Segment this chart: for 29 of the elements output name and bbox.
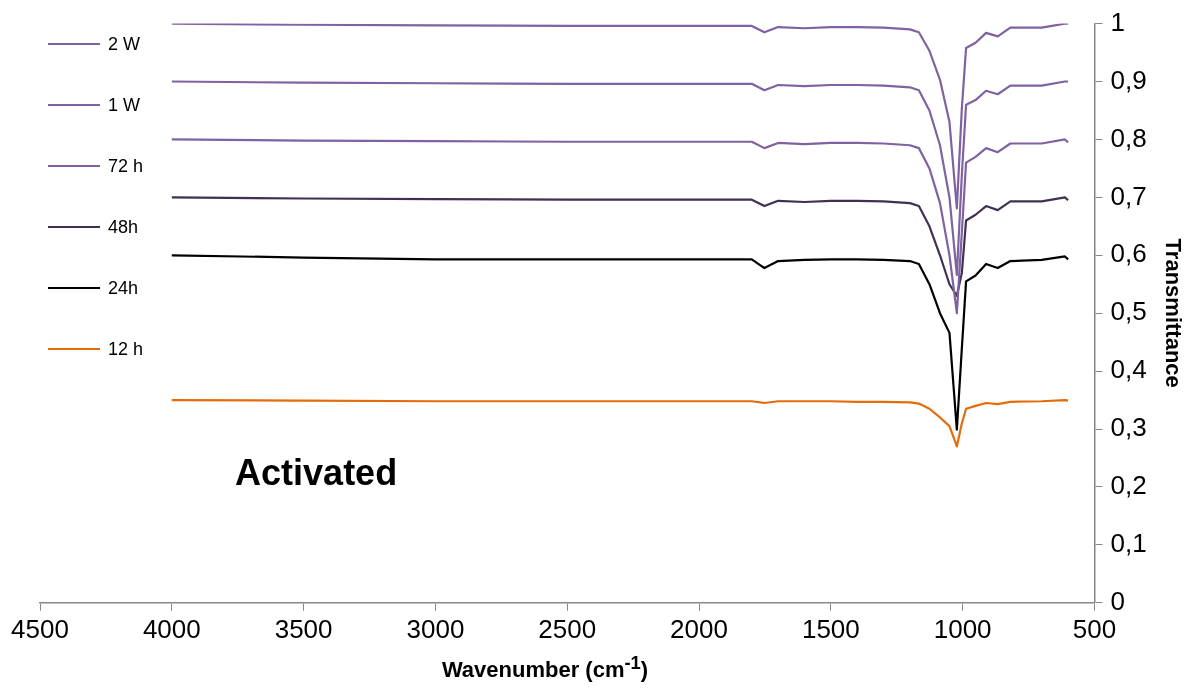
x-tick-label: 3000 — [406, 613, 465, 644]
y-tick-label: 0,2 — [1110, 470, 1147, 501]
x-tick-label: 1500 — [801, 613, 860, 644]
x-tick-label: 4000 — [142, 613, 201, 644]
x-axis-title: Wavenumber (cm$^{-1}$) — [440, 652, 650, 684]
y-tick-label: 0,3 — [1110, 412, 1147, 443]
y-tick-label: 0,6 — [1110, 238, 1147, 269]
legend-label: 12 h — [108, 338, 144, 360]
y-tick-label: 0,7 — [1110, 180, 1147, 211]
legend-label: 24h — [108, 277, 139, 299]
y-axis-title: Transmittance — [1160, 238, 1186, 388]
y-tick-label: 0,4 — [1110, 354, 1147, 385]
x-tick-label: 4500 — [11, 613, 69, 644]
legend-label: 1 W — [108, 94, 141, 116]
annotation: Activated — [235, 452, 398, 494]
y-tick-label: 0,8 — [1110, 122, 1147, 153]
x-tick-label: 3500 — [274, 613, 333, 644]
y-tick-label: 0,5 — [1110, 296, 1147, 327]
x-tick-label: 2000 — [670, 613, 728, 644]
x-tick-label: 500 — [1072, 613, 1117, 644]
legend-label: 2 W — [108, 33, 141, 55]
legend-label: 72 h — [108, 155, 144, 177]
legend-label: 48h — [108, 216, 139, 238]
x-tick-label: 2500 — [538, 613, 597, 644]
x-tick-label: 1000 — [933, 613, 992, 644]
y-tick-label: 0,1 — [1110, 528, 1147, 559]
y-tick-label: 0,9 — [1110, 64, 1147, 95]
y-tick-label: 1 — [1110, 6, 1125, 37]
y-tick-label: 0 — [1110, 585, 1125, 616]
